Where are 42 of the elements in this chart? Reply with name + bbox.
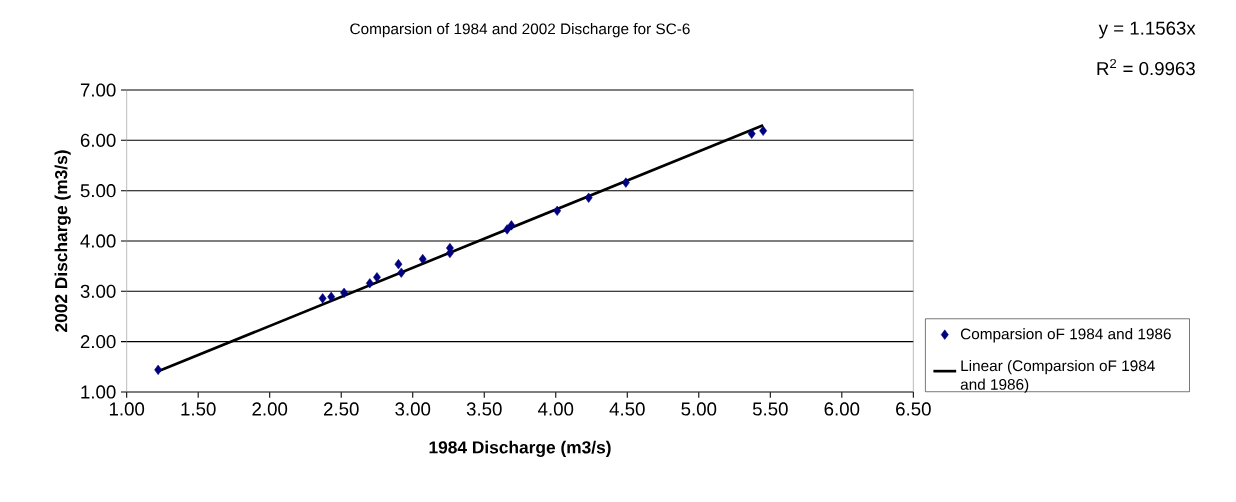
x-tick-label: 5.00 xyxy=(681,402,717,416)
point xyxy=(394,259,403,270)
x-tick-label: 1.00 xyxy=(109,402,145,416)
x-axis-title: 1984 Discharge (m3/s) xyxy=(429,440,611,457)
x-tick-label: 6.00 xyxy=(824,402,860,416)
point xyxy=(747,128,756,139)
point xyxy=(373,272,381,283)
legend-label: Comparsion oF 1984 and 1986 xyxy=(960,328,1171,343)
x-tick-label: 2.00 xyxy=(252,402,288,416)
point xyxy=(365,278,374,289)
y-tick-label: 4.00 xyxy=(80,234,116,248)
point xyxy=(154,364,163,375)
chart-title: Comparsion of 1984 and 2002 Discharge for SC-6 xyxy=(350,23,690,38)
text: y = 1.1563x xyxy=(1098,21,1196,39)
y-tick-label: 6.00 xyxy=(80,133,116,147)
x-tick-label: 6.50 xyxy=(896,402,931,416)
x-tick-label: 1.50 xyxy=(181,402,216,416)
point xyxy=(553,205,562,216)
x-tick-label: 4.50 xyxy=(609,402,645,416)
point xyxy=(340,287,348,298)
point xyxy=(507,220,516,231)
y-tick-label: 3.00 xyxy=(80,284,116,298)
x-tick-label: 5.50 xyxy=(752,402,788,416)
y-tick-label: 5.00 xyxy=(80,184,116,198)
x-tick-label: 2.50 xyxy=(323,402,359,416)
point xyxy=(318,293,327,304)
x-tick-label: 3.00 xyxy=(395,402,431,416)
legend-label: Linear (Comparsion oF 1984 and 1986) xyxy=(960,359,1155,393)
point xyxy=(621,177,630,188)
y-tick-label: 2.00 xyxy=(80,335,116,349)
point xyxy=(397,267,406,278)
point xyxy=(584,192,593,203)
point xyxy=(759,125,768,136)
point xyxy=(327,291,336,302)
y-tick-label: 7.00 xyxy=(80,83,116,97)
text: R$^{2}$ = 0.9963 xyxy=(1097,58,1195,76)
point xyxy=(503,224,511,235)
x-tick-label: 4.00 xyxy=(538,402,574,416)
x-tick-label: 3.50 xyxy=(466,402,502,416)
point xyxy=(418,254,427,265)
y-tick-label: 1.00 xyxy=(81,385,116,399)
y-axis-title: 2002 Discharge (m3/s) xyxy=(54,150,71,332)
